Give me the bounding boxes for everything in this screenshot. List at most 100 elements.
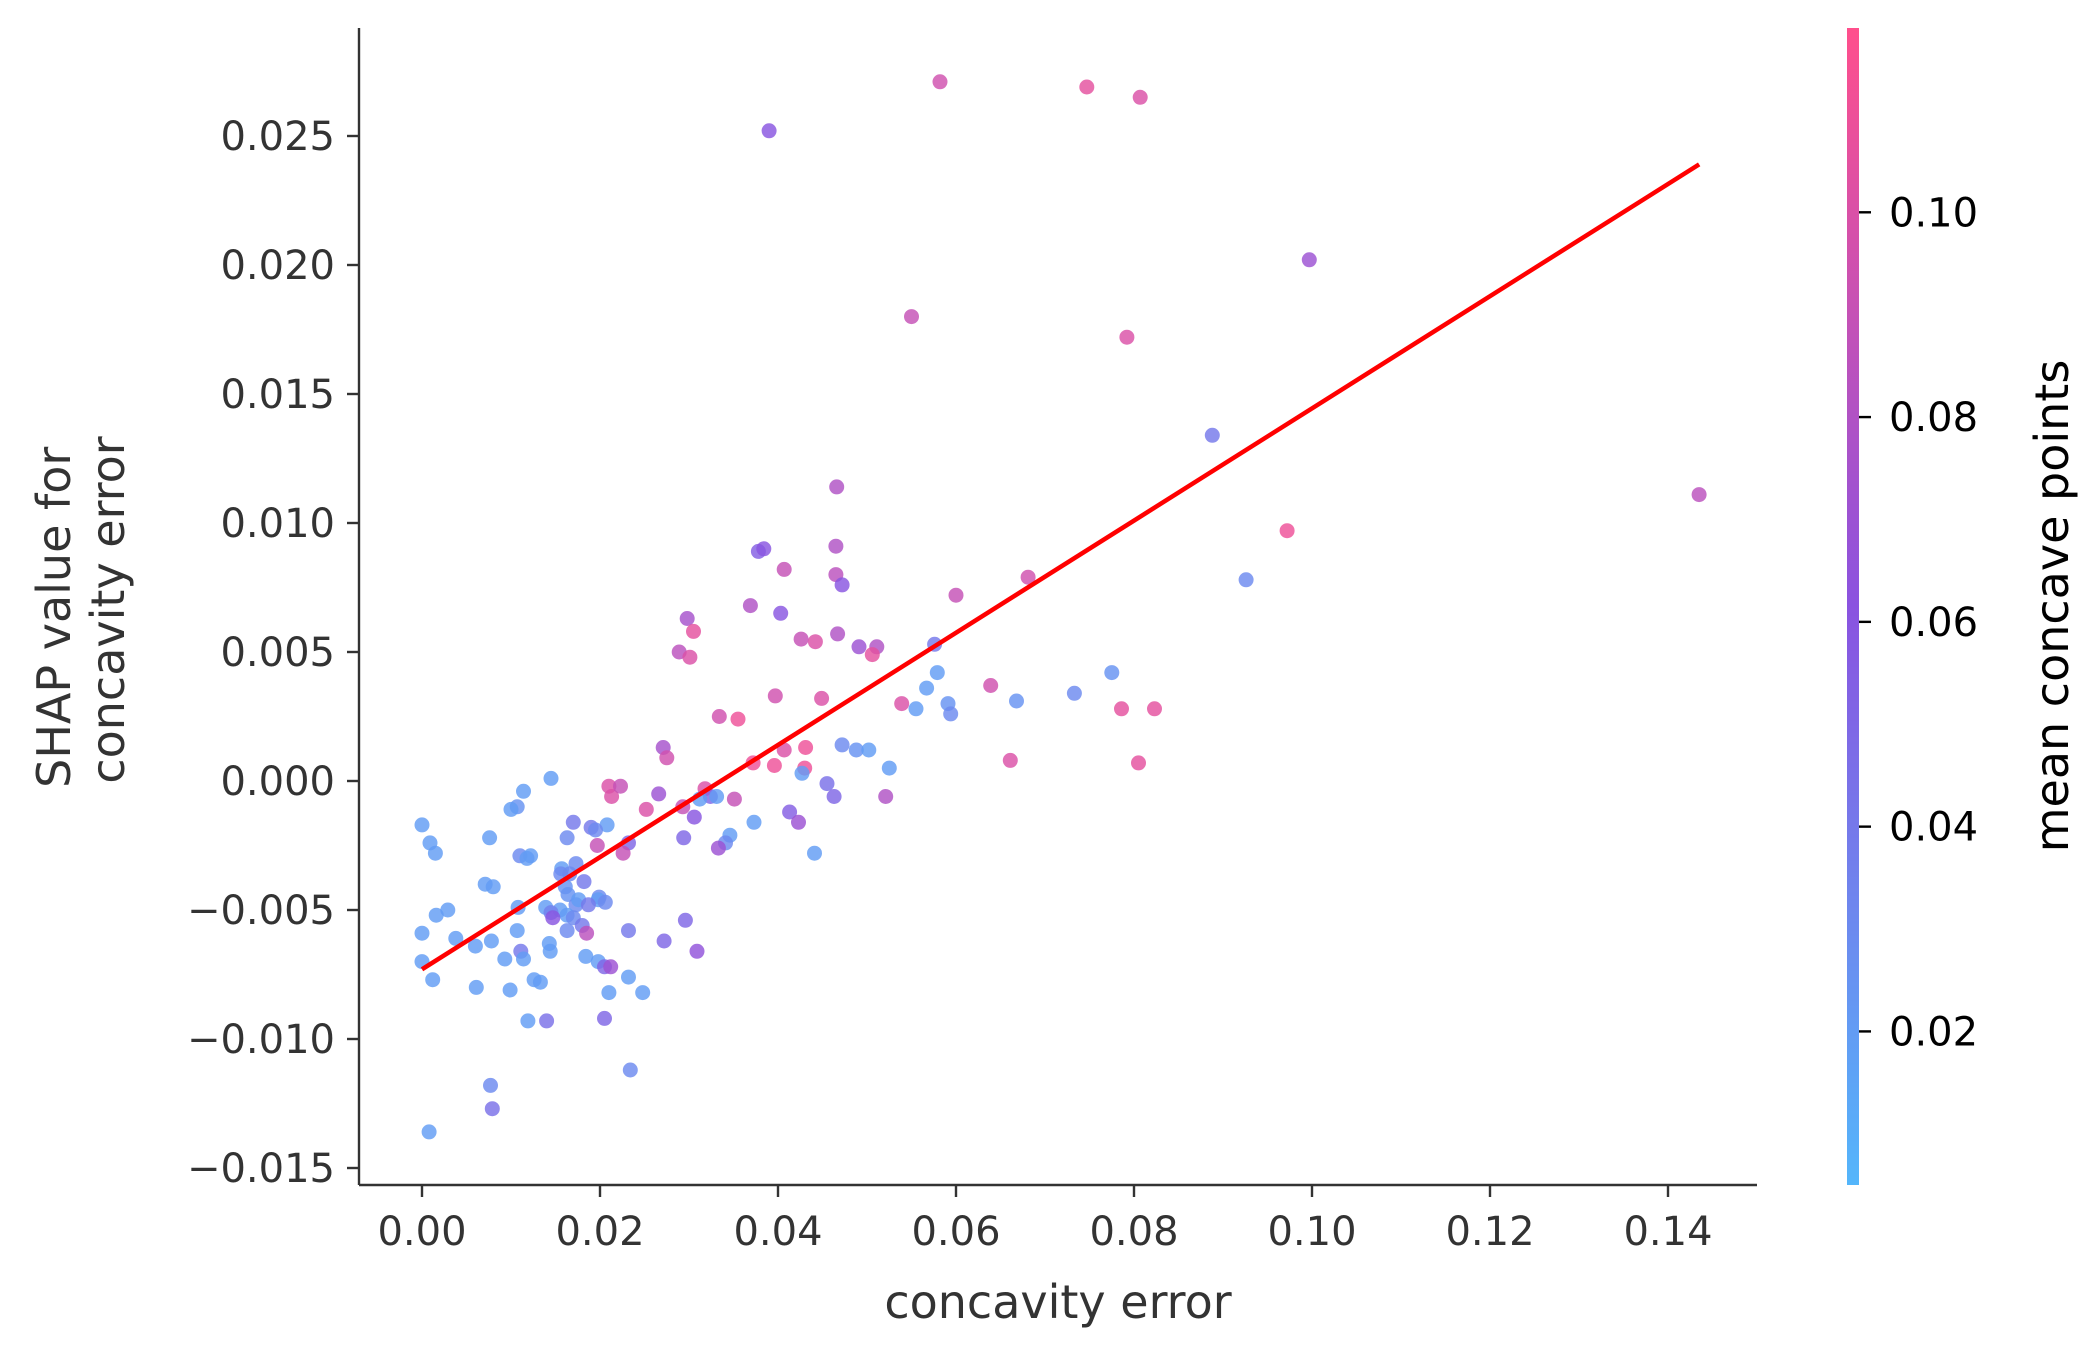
data-point: [579, 925, 595, 941]
data-point: [615, 845, 631, 861]
data-point: [908, 701, 924, 717]
y-tick-label: 0.010: [220, 501, 335, 547]
data-point: [791, 814, 806, 830]
data-point: [539, 1013, 555, 1029]
data-point: [1079, 79, 1095, 95]
colorbar-tick-label: 0.08: [1889, 395, 1978, 441]
data-point: [589, 838, 605, 853]
colorbar-tick-label: 0.06: [1889, 600, 1978, 646]
data-point: [1104, 665, 1120, 681]
data-point: [414, 925, 430, 941]
data-point: [580, 897, 596, 913]
data-point: [1009, 693, 1024, 709]
data-point: [597, 894, 613, 910]
colorbar-tick-label: 0.02: [1889, 1009, 1978, 1055]
data-point: [686, 623, 701, 639]
data-point: [1279, 523, 1295, 539]
data-point: [807, 845, 822, 861]
data-point: [742, 598, 758, 614]
data-point: [1066, 685, 1082, 701]
data-point: [826, 789, 842, 804]
data-point: [545, 910, 561, 926]
data-point: [756, 541, 772, 557]
data-point: [932, 74, 948, 90]
data-point: [1238, 572, 1254, 588]
data-point: [497, 951, 513, 967]
y-tick-label: 0.020: [220, 243, 335, 289]
data-point: [599, 817, 615, 833]
data-point: [621, 969, 636, 985]
data-point: [516, 951, 531, 967]
data-point: [793, 631, 809, 647]
data-point: [1114, 701, 1129, 717]
data-point: [689, 943, 705, 959]
x-tick-label: 0.06: [911, 1209, 1000, 1255]
x-tick-label: 0.08: [1089, 1209, 1178, 1255]
y-tick-label: −0.005: [187, 888, 335, 934]
data-point: [638, 801, 654, 817]
data-point: [440, 902, 456, 918]
data-point: [710, 840, 726, 856]
y-tick-label: −0.015: [187, 1146, 335, 1192]
data-point: [485, 879, 501, 895]
data-point: [603, 959, 619, 975]
y-tick-label: 0.025: [220, 114, 335, 160]
data-point: [483, 933, 499, 949]
data-point: [798, 740, 814, 755]
data-point: [682, 649, 698, 665]
data-point: [656, 933, 672, 949]
data-point: [483, 1077, 498, 1093]
data-point: [578, 948, 594, 964]
y-tick-label: 0.015: [220, 372, 335, 418]
data-point: [543, 770, 559, 786]
y-axis-title: SHAP value for concavity error: [27, 432, 135, 788]
y-axis-title-line-2: concavity error: [81, 436, 135, 783]
data-point: [746, 814, 762, 830]
data-point: [677, 912, 693, 928]
colorbar-gradient: [1847, 28, 1859, 1185]
data-point: [848, 742, 864, 758]
data-point: [651, 786, 667, 802]
y-ticks: −0.015 −0.010 −0.005 0.000 0.005 0.010 0.015 0.…: [187, 114, 359, 1192]
data-point: [679, 611, 695, 626]
colorbar-title: mean concave points: [2025, 360, 2079, 853]
y-tick-label: 0.005: [220, 630, 335, 676]
data-point: [559, 923, 575, 939]
data-point: [929, 665, 945, 681]
data-point: [482, 830, 498, 846]
data-point: [776, 742, 792, 758]
data-point: [834, 737, 850, 753]
trend-line: [420, 162, 1701, 972]
data-point: [726, 791, 742, 807]
data-point: [766, 758, 782, 773]
data-point: [448, 930, 464, 946]
data-point: [861, 742, 877, 758]
data-point: [1147, 701, 1162, 717]
data-point: [709, 789, 725, 804]
data-point: [1132, 89, 1148, 105]
colorbar-tick-label: 0.04: [1889, 805, 1978, 851]
data-point: [834, 577, 850, 593]
x-tick-label: 0.00: [377, 1209, 466, 1255]
scatter-points: [414, 74, 1707, 1140]
data-point: [565, 814, 581, 830]
data-point: [597, 1010, 612, 1026]
data-point: [794, 765, 810, 781]
x-axis-title: concavity error: [884, 1275, 1231, 1329]
data-point: [425, 972, 441, 988]
data-point: [532, 974, 548, 990]
data-point: [1204, 427, 1220, 443]
x-tick-label: 0.12: [1445, 1209, 1534, 1255]
colorbar-tick-label: 0.10: [1889, 190, 1978, 236]
data-point: [502, 982, 518, 998]
data-point: [773, 605, 789, 621]
data-point: [414, 817, 430, 833]
data-point: [659, 750, 675, 766]
y-axis: −0.015 −0.010 −0.005 0.000 0.005 0.010 0.015 0.…: [27, 28, 361, 1192]
plot-area: [414, 74, 1707, 1140]
data-point: [468, 979, 484, 995]
data-point: [711, 709, 727, 724]
data-point: [676, 830, 692, 846]
colorbar-ticks: 0.02 0.04 0.06 0.08 0.10: [1859, 190, 1978, 1055]
